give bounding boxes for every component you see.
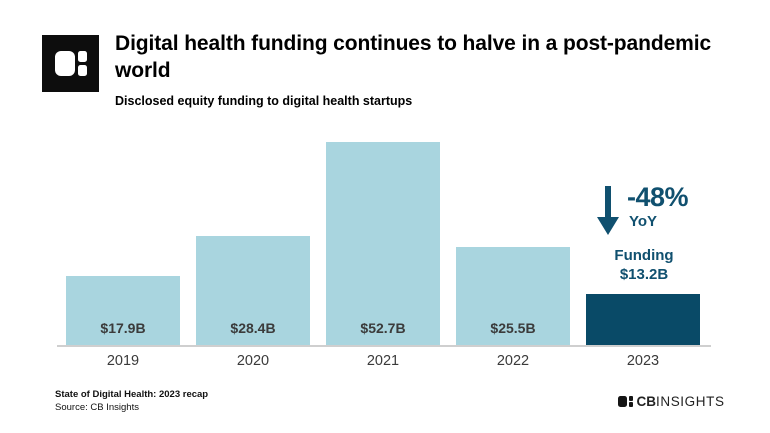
bar-2021: $52.7B bbox=[326, 142, 440, 345]
funding-label: Funding bbox=[614, 247, 674, 264]
footer-notes: State of Digital Health: 2023 recap Sour… bbox=[55, 389, 208, 415]
bar-value-label: $28.4B bbox=[230, 320, 276, 336]
x-axis-labels: 2019 2020 2021 2022 2023 bbox=[66, 353, 700, 369]
down-arrow-icon bbox=[597, 186, 619, 235]
x-tick-label: 2021 bbox=[366, 353, 400, 369]
funding-annotation: Funding $13.2B bbox=[587, 247, 701, 285]
bar-chart: $17.9B $28.4B $52.7B $25.5B bbox=[66, 142, 700, 345]
bar-value-label: $17.9B bbox=[100, 320, 146, 336]
x-axis-line bbox=[57, 345, 711, 347]
yoy-annotation: -48% YoY bbox=[596, 182, 689, 236]
cb-insights-mark-small-icon bbox=[618, 395, 633, 408]
yoy-annotation-text: -48% YoY bbox=[627, 182, 689, 231]
delta-percent: -48% bbox=[627, 182, 689, 212]
bar-2019: $17.9B bbox=[66, 276, 180, 345]
funding-value: $13.2B bbox=[619, 265, 669, 283]
source-credit: Source: CB Insights bbox=[55, 401, 139, 413]
wordmark-cb: CB bbox=[636, 394, 657, 409]
x-tick-label: 2022 bbox=[496, 353, 530, 369]
cb-insights-logo-icon bbox=[42, 35, 99, 92]
bar-2023 bbox=[586, 294, 700, 345]
x-tick-label: 2020 bbox=[236, 353, 270, 369]
chart-subtitle: Disclosed equity funding to digital heal… bbox=[115, 93, 413, 108]
bar-value-label: $25.5B bbox=[490, 320, 536, 336]
chart-title: Digital health funding continues to halv… bbox=[115, 32, 712, 82]
wordmark-text: CB INSIGHTS bbox=[637, 394, 725, 409]
wordmark-insights: INSIGHTS bbox=[656, 394, 725, 409]
bar-value-label: $52.7B bbox=[360, 320, 406, 336]
cbinsights-wordmark: CB INSIGHTS bbox=[618, 394, 725, 409]
report-title: State of Digital Health: 2023 recap bbox=[55, 389, 209, 400]
header: Digital health funding continues to halv… bbox=[115, 31, 740, 108]
x-tick-label: 2019 bbox=[106, 353, 140, 369]
cb-insights-mark-icon bbox=[54, 51, 87, 76]
x-tick-label: 2023 bbox=[626, 353, 660, 369]
bar-2022: $25.5B bbox=[456, 247, 570, 345]
bar-2020: $28.4B bbox=[196, 236, 310, 345]
delta-period: YoY bbox=[629, 213, 658, 231]
